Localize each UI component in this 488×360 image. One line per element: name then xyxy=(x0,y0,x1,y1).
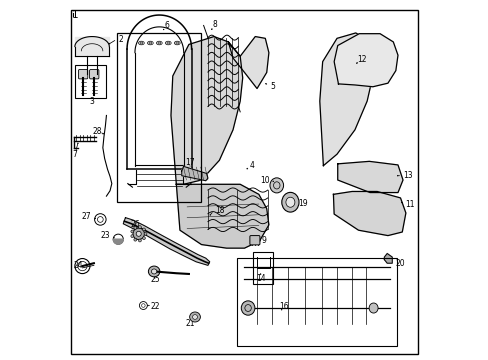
Text: 6: 6 xyxy=(164,21,169,30)
Polygon shape xyxy=(182,166,207,181)
Text: 2: 2 xyxy=(118,35,123,44)
Polygon shape xyxy=(337,161,402,193)
Ellipse shape xyxy=(241,301,254,315)
Text: 14: 14 xyxy=(255,274,265,283)
Text: 27: 27 xyxy=(81,212,91,221)
Text: 19: 19 xyxy=(298,199,307,208)
Text: 4: 4 xyxy=(249,161,254,170)
Polygon shape xyxy=(384,253,391,263)
Polygon shape xyxy=(333,192,405,235)
Ellipse shape xyxy=(148,266,160,277)
Text: 16: 16 xyxy=(279,302,288,311)
Text: 1: 1 xyxy=(72,10,78,20)
Ellipse shape xyxy=(134,238,137,241)
Polygon shape xyxy=(123,218,209,265)
Text: 15: 15 xyxy=(242,302,252,311)
Ellipse shape xyxy=(281,192,298,212)
Ellipse shape xyxy=(131,235,133,238)
Text: 13: 13 xyxy=(402,171,412,180)
Text: 3: 3 xyxy=(89,97,94,106)
Text: 11: 11 xyxy=(405,200,414,209)
Bar xyxy=(75,65,105,98)
Text: 17: 17 xyxy=(185,158,195,167)
Bar xyxy=(117,33,201,202)
Ellipse shape xyxy=(269,178,283,193)
Bar xyxy=(253,252,273,284)
Ellipse shape xyxy=(368,303,377,313)
Bar xyxy=(237,258,396,346)
FancyBboxPatch shape xyxy=(78,69,88,79)
FancyBboxPatch shape xyxy=(89,69,99,79)
Ellipse shape xyxy=(144,232,147,235)
Text: 10: 10 xyxy=(260,176,269,185)
Text: 21: 21 xyxy=(185,319,194,328)
Text: 25: 25 xyxy=(150,275,160,284)
Ellipse shape xyxy=(142,237,145,240)
Ellipse shape xyxy=(136,231,141,236)
Text: 8: 8 xyxy=(212,19,217,28)
Polygon shape xyxy=(228,37,268,89)
Text: 12: 12 xyxy=(357,55,366,64)
Text: 18: 18 xyxy=(215,206,224,215)
Text: 28: 28 xyxy=(92,127,102,136)
Text: 23: 23 xyxy=(100,231,110,240)
Polygon shape xyxy=(333,34,397,87)
Text: 5: 5 xyxy=(270,82,275,91)
Ellipse shape xyxy=(285,197,294,207)
Polygon shape xyxy=(176,184,268,248)
Ellipse shape xyxy=(138,239,141,242)
Ellipse shape xyxy=(134,226,137,229)
Text: 20: 20 xyxy=(394,259,404,268)
Ellipse shape xyxy=(142,228,145,231)
Text: 22: 22 xyxy=(150,302,160,311)
Polygon shape xyxy=(171,37,242,184)
Polygon shape xyxy=(113,239,123,244)
Text: 26: 26 xyxy=(130,220,140,229)
Ellipse shape xyxy=(192,315,197,319)
FancyBboxPatch shape xyxy=(249,235,260,245)
Ellipse shape xyxy=(133,228,144,239)
Ellipse shape xyxy=(189,312,200,322)
Ellipse shape xyxy=(151,269,157,274)
Ellipse shape xyxy=(138,226,141,229)
Text: 7: 7 xyxy=(72,150,77,159)
Text: 24: 24 xyxy=(73,261,82,270)
Ellipse shape xyxy=(131,230,133,233)
Polygon shape xyxy=(319,33,373,166)
Text: 9: 9 xyxy=(261,237,266,246)
